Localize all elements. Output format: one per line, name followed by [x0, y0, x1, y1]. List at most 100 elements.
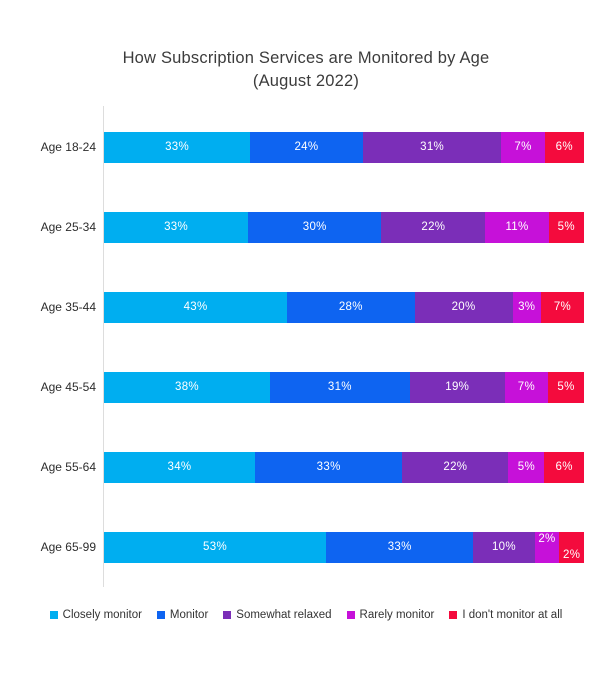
plot-area: Age 18-24 33% 24% 31% 7% 6% Age 25-34 33% 30% 22%…	[0, 107, 612, 587]
segment-value-label: 6%	[555, 461, 573, 473]
bar-segment: 6%	[544, 131, 584, 163]
bar-segment: 10%	[473, 531, 535, 563]
bar-segment: 31%	[269, 371, 410, 403]
legend-swatch-icon	[49, 611, 58, 619]
legend-swatch-icon	[449, 611, 458, 619]
bar-row: Age 18-24 33% 24% 31% 7% 6%	[0, 107, 612, 187]
bar-segment: 7%	[501, 131, 545, 163]
chart-title-line1: How Subscription Services are Monitored …	[122, 49, 490, 67]
bar-segment: 20%	[414, 291, 513, 323]
bar-segment: 22%	[381, 211, 486, 243]
bar-track: 53% 33% 10% 2% 2%	[104, 531, 584, 563]
segment-value-label: 28%	[338, 301, 363, 313]
legend-item: Monitor	[156, 609, 209, 621]
segment-value-label: 11%	[505, 221, 529, 233]
bar-segment: 22%	[402, 451, 509, 483]
bar-row: Age 45-54 38% 31% 19% 7% 5%	[0, 347, 612, 427]
bar-segment: 7%	[540, 291, 585, 323]
segment-value-label: 43%	[183, 301, 208, 313]
bar-segment: 11%	[485, 211, 549, 243]
segment-value-label: 7%	[517, 381, 535, 393]
bar-segment: 34%	[104, 451, 255, 483]
bar-track: 33% 24% 31% 7% 6%	[104, 131, 584, 163]
segment-value-label: 34%	[167, 461, 192, 473]
bar-row: Age 55-64 34% 33% 22% 5% 6%	[0, 427, 612, 507]
bar-segment: 19%	[409, 371, 505, 403]
category-label: Age 45-54	[40, 380, 96, 394]
bar-segment: 33%	[255, 451, 403, 483]
bar-segment: 30%	[248, 211, 382, 243]
legend: Closely monitor Monitor Somewhat relaxed Ra…	[0, 609, 612, 621]
segment-value-label: 24%	[294, 141, 319, 153]
bar-track: 38% 31% 19% 7% 5%	[104, 371, 584, 403]
bar-segment: 43%	[104, 291, 288, 323]
bar-segment: 33%	[326, 531, 474, 563]
legend-label: Somewhat relaxed	[236, 609, 332, 621]
segment-value-label: 22%	[443, 461, 468, 473]
category-label: Age 35-44	[40, 300, 96, 314]
segment-value-label: 53%	[203, 541, 227, 553]
segment-value-label: 30%	[302, 221, 327, 233]
legend-swatch-icon	[346, 611, 355, 619]
bar-segment: 31%	[362, 131, 502, 163]
category-label: Age 65-99	[40, 540, 96, 554]
segment-value-label: 31%	[420, 141, 445, 153]
legend-item: Closely monitor	[49, 609, 142, 621]
segment-value-label: 22%	[421, 221, 446, 233]
bar-segment: 5%	[508, 451, 545, 483]
segment-value-label: 5%	[517, 461, 535, 473]
segment-value-label: 10%	[491, 541, 516, 553]
segment-value-label: 6%	[555, 141, 573, 153]
segment-value-label: 19%	[445, 381, 470, 393]
bar-track: 34% 33% 22% 5% 6%	[104, 451, 584, 483]
legend-item: I don't monitor at all	[449, 609, 562, 621]
segment-value-label: 33%	[316, 461, 341, 473]
bar-segment: 2%	[559, 531, 584, 563]
legend-label: Closely monitor	[62, 609, 142, 621]
bar-segment: 6%	[544, 451, 584, 483]
bar-segment: 5%	[548, 371, 584, 403]
legend-item: Somewhat relaxed	[223, 609, 332, 621]
segment-value-label: 2%	[538, 533, 556, 545]
bar-segment: 38%	[104, 371, 270, 403]
segment-value-label: 2%	[563, 549, 581, 561]
legend-item: Rarely monitor	[346, 609, 435, 621]
segment-value-label: 20%	[451, 301, 476, 313]
bar-segment: 53%	[104, 531, 327, 563]
bar-segment: 24%	[250, 131, 363, 163]
bar-row: Age 35-44 43% 28% 20% 3% 7%	[0, 267, 612, 347]
bar-row: Age 65-99 53% 33% 10% 2% 2%	[0, 507, 612, 587]
legend-swatch-icon	[156, 611, 165, 619]
segment-value-label: 5%	[557, 381, 575, 393]
category-label: Age 55-64	[40, 460, 96, 474]
bar-segment: 7%	[504, 371, 549, 403]
legend-label: Rarely monitor	[359, 609, 435, 621]
segment-value-label: 31%	[327, 381, 352, 393]
segment-value-label: 33%	[164, 221, 189, 233]
segment-value-label: 5%	[557, 221, 575, 233]
bar-segment: 33%	[104, 211, 249, 243]
segment-value-label: 3%	[518, 301, 536, 313]
bar-segment: 28%	[287, 291, 415, 323]
segment-value-label: 33%	[165, 141, 189, 153]
bar-segment: 2%	[534, 531, 560, 563]
segment-value-label: 7%	[553, 301, 572, 313]
bar-segment: 33%	[104, 131, 251, 163]
y-axis-line	[103, 106, 104, 587]
bar-track: 33% 30% 22% 11% 5%	[104, 211, 585, 243]
segment-value-label: 7%	[514, 141, 532, 153]
category-label: Age 18-24	[40, 140, 96, 154]
bar-segment: 5%	[548, 211, 585, 243]
chart-title-line2: (August 2022)	[252, 72, 360, 90]
bar-track: 43% 28% 20% 3% 7%	[104, 291, 585, 323]
bar-row: Age 25-34 33% 30% 22% 11% 5%	[0, 187, 612, 267]
category-label: Age 25-34	[40, 220, 96, 234]
legend-label: Monitor	[169, 609, 209, 621]
legend-label: I don't monitor at all	[462, 609, 563, 621]
segment-value-label: 33%	[387, 541, 412, 553]
bar-segment: 3%	[512, 291, 541, 323]
chart-title: How Subscription Services are Monitored …	[0, 47, 612, 93]
legend-swatch-icon	[223, 611, 232, 619]
segment-value-label: 38%	[175, 381, 199, 393]
